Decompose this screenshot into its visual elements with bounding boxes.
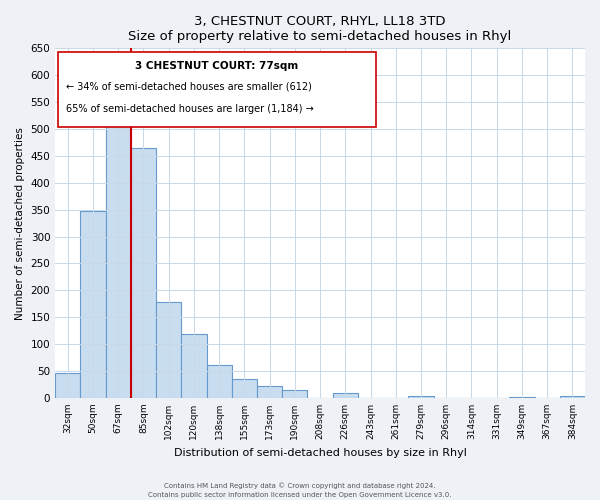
Y-axis label: Number of semi-detached properties: Number of semi-detached properties	[15, 126, 25, 320]
Text: ← 34% of semi-detached houses are smaller (612): ← 34% of semi-detached houses are smalle…	[66, 82, 311, 92]
X-axis label: Distribution of semi-detached houses by size in Rhyl: Distribution of semi-detached houses by …	[173, 448, 467, 458]
Text: 3 CHESTNUT COURT: 77sqm: 3 CHESTNUT COURT: 77sqm	[135, 60, 298, 70]
FancyBboxPatch shape	[58, 52, 376, 127]
Bar	[80, 211, 106, 398]
Text: Contains HM Land Registry data © Crown copyright and database right 2024.
Contai: Contains HM Land Registry data © Crown c…	[148, 482, 452, 498]
Bar	[232, 378, 257, 398]
Bar	[206, 364, 232, 398]
Bar	[181, 334, 206, 398]
Bar	[409, 396, 434, 398]
Bar	[106, 110, 131, 398]
Bar	[282, 390, 307, 398]
Text: 65% of semi-detached houses are larger (1,184) →: 65% of semi-detached houses are larger (…	[66, 104, 314, 115]
Bar	[560, 396, 585, 398]
Bar	[156, 302, 181, 398]
Bar	[332, 392, 358, 398]
Bar	[257, 386, 282, 398]
Title: 3, CHESTNUT COURT, RHYL, LL18 3TD
Size of property relative to semi-detached hou: 3, CHESTNUT COURT, RHYL, LL18 3TD Size o…	[128, 15, 512, 43]
Bar	[131, 148, 156, 398]
Bar	[509, 397, 535, 398]
Bar	[55, 372, 80, 398]
